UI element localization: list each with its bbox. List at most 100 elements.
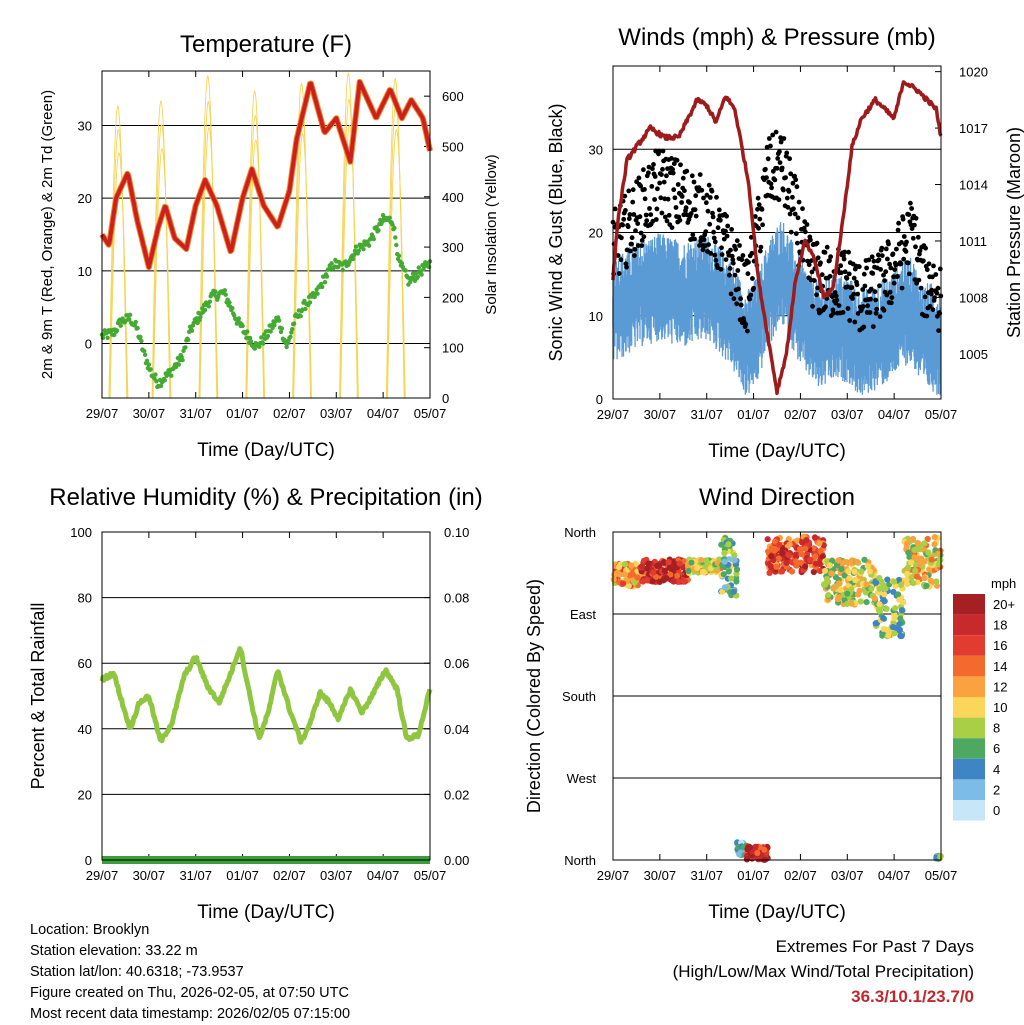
colorbar-swatch [953, 635, 985, 656]
gust-point [924, 313, 930, 319]
x-tick-label: 30/07 [644, 868, 677, 883]
dewpoint-point [336, 264, 341, 270]
direction-point [876, 575, 883, 582]
gust-point [888, 300, 894, 306]
dewpoint-point [324, 274, 330, 279]
gust-point [930, 274, 935, 280]
direction-point [921, 540, 928, 547]
plot-frame [101, 531, 431, 861]
dewpoint-point [261, 341, 266, 346]
gust-point [840, 310, 846, 315]
gust-point [755, 206, 760, 212]
gust-point [873, 310, 879, 316]
direction-point [703, 557, 710, 564]
gust-point [670, 170, 676, 176]
gust-point [733, 246, 738, 252]
gust-point [795, 240, 800, 246]
x-tick-label: 04/07 [367, 868, 400, 883]
colorbar-label: 12 [993, 679, 1007, 694]
y-tick-label: North [564, 525, 596, 540]
colorbar-label: 18 [993, 618, 1007, 633]
direction-point [788, 568, 796, 575]
direction-point [837, 586, 844, 593]
gust-point [756, 225, 761, 231]
gust-point [836, 303, 842, 308]
gust-point [677, 217, 683, 223]
gust-point [652, 197, 657, 202]
direction-point [812, 553, 819, 560]
y-tick-label: East [570, 607, 596, 622]
direction-point [660, 577, 667, 584]
gust-point [909, 226, 915, 232]
gust-point [709, 188, 715, 194]
gust-point [834, 297, 840, 303]
dewpoint-point [291, 321, 297, 326]
gust-point [781, 187, 786, 193]
gust-point [746, 259, 751, 265]
dewpoint-point [261, 332, 267, 337]
x-tick-label: 03/07 [831, 868, 864, 883]
gust-point [703, 229, 709, 235]
dewpoint-point [207, 299, 212, 304]
gust-point [766, 136, 772, 141]
direction-point [904, 570, 911, 578]
gust-point [631, 212, 637, 217]
gust-point [893, 262, 899, 268]
direction-point [810, 568, 817, 576]
gust-point [870, 324, 876, 329]
extremes-subtitle: (High/Low/Max Wind/Total Precipitation) [672, 962, 974, 981]
dewpoint-point [259, 335, 264, 340]
colorbar-swatch [953, 717, 985, 739]
gust-point [757, 248, 763, 254]
y-tick-label: North [564, 853, 596, 868]
gust-point [724, 233, 730, 239]
direction-point [650, 569, 657, 576]
gust-point [898, 261, 904, 267]
x-tick-label: 30/07 [133, 868, 166, 883]
y2-tick-label: 0.06 [444, 656, 469, 671]
colorbar-label: 6 [993, 741, 1000, 756]
gust-point [691, 179, 697, 185]
x-axis-label: Time (Day/UTC) [197, 440, 335, 461]
direction-point [897, 582, 905, 589]
direction-point [628, 562, 635, 569]
gust-point [669, 225, 675, 231]
dewpoint-point [180, 357, 185, 363]
gust-point [802, 229, 808, 235]
gust-point [924, 267, 930, 273]
direction-point [721, 584, 729, 591]
direction-point [822, 581, 829, 588]
direction-point [931, 541, 938, 548]
direction-point [928, 556, 935, 563]
gust-point [712, 239, 718, 245]
solar-insolation-line [152, 147, 172, 399]
direction-point [863, 599, 870, 606]
gust-point [745, 328, 750, 334]
gust-point [899, 285, 905, 291]
gust-point [765, 156, 771, 162]
gust-point [794, 184, 800, 190]
gust-point [901, 234, 907, 239]
gust-point [711, 229, 716, 235]
gust-point [894, 246, 899, 252]
gust-point [881, 272, 886, 278]
direction-point [908, 559, 915, 566]
direction-point [817, 567, 824, 575]
gust-point [727, 272, 732, 278]
dewpoint-point [227, 300, 232, 305]
direction-point [638, 563, 645, 570]
direction-point [910, 580, 917, 587]
direction-point [857, 598, 864, 605]
colorbar-swatch [953, 800, 985, 821]
gust-point [704, 192, 710, 198]
dewpoint-point [240, 323, 245, 329]
gust-point [712, 252, 718, 258]
direction-series [610, 533, 944, 864]
y2-tick-label: 1017 [959, 121, 988, 136]
dewpoint-point [252, 346, 257, 351]
dewpoint-point [236, 316, 241, 321]
direction-point [864, 563, 871, 570]
dewpoint-point [289, 330, 294, 335]
gust-point [710, 214, 716, 220]
gust-point [719, 245, 724, 251]
